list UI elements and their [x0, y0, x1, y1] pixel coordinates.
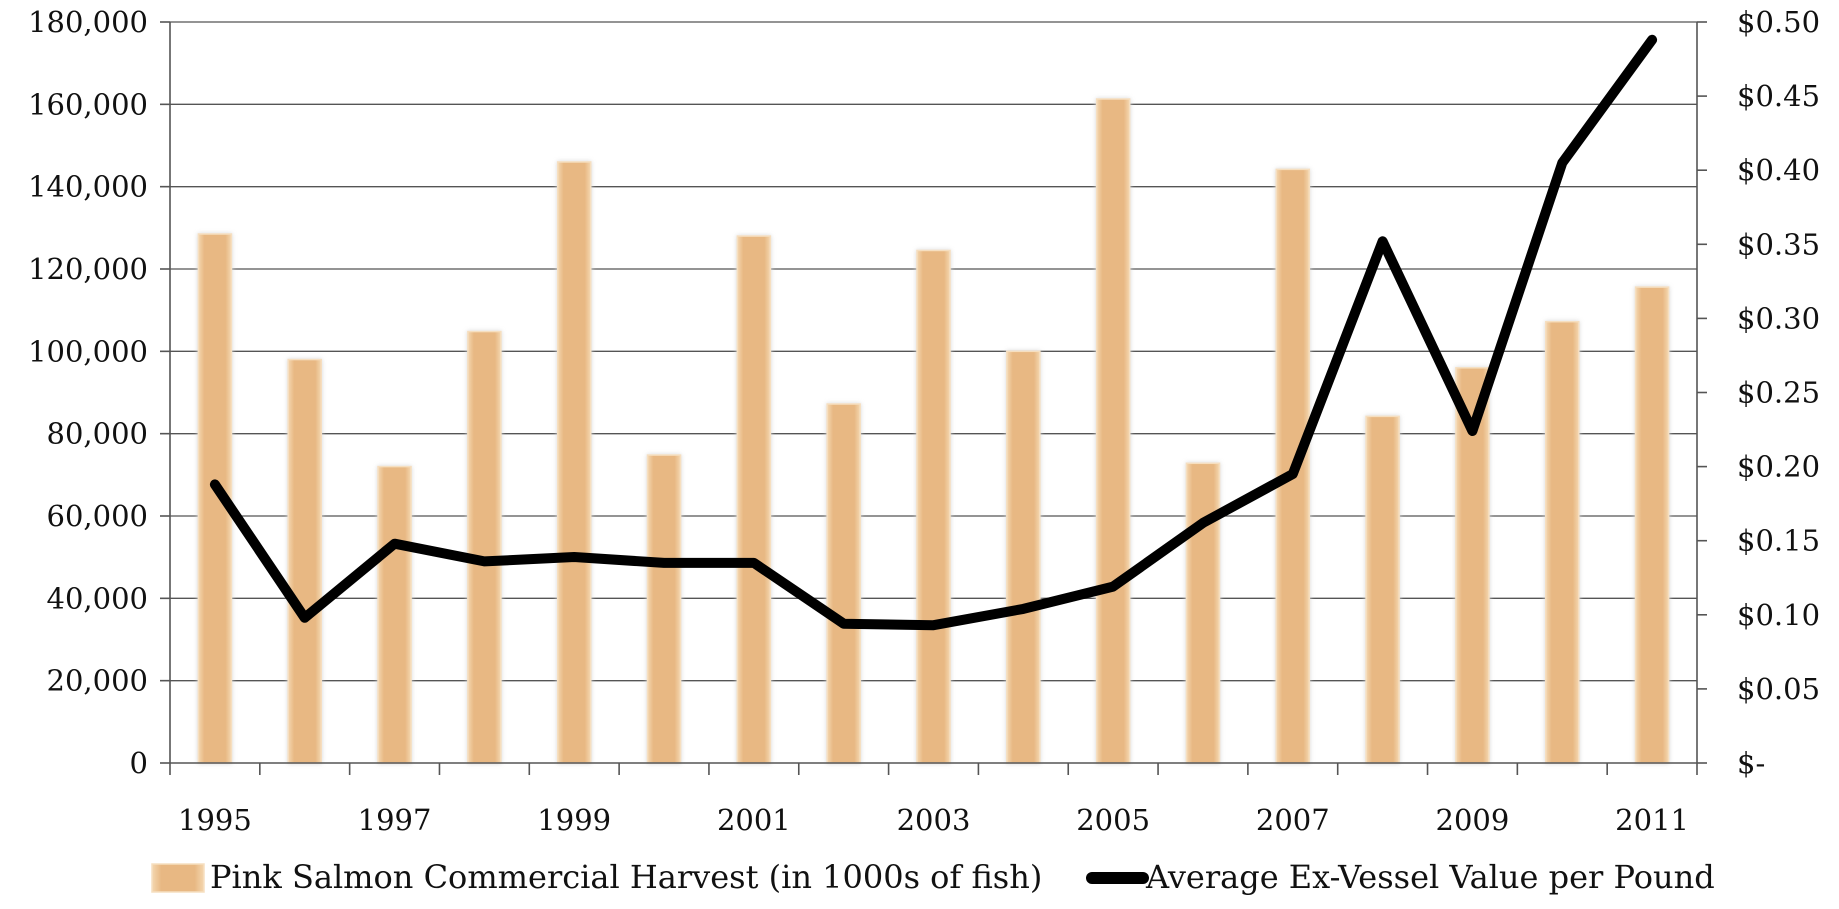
harvest-bar	[1006, 350, 1041, 764]
right-tick-label: $0.35	[1737, 227, 1820, 261]
left-tick-label: 140,000	[28, 170, 148, 204]
legend-bar-swatch	[151, 863, 205, 893]
harvest-bar	[287, 358, 322, 764]
left-tick-label: 160,000	[28, 87, 148, 121]
x-tick-label: 2005	[1076, 803, 1150, 837]
harvest-bar	[1634, 286, 1670, 764]
x-axis-tick-labels: 1995 1997 1999 2001 2003 2005 2007 2009 2011	[178, 803, 1689, 837]
left-tick-label: 40,000	[47, 581, 148, 615]
left-tick-label: 0	[130, 746, 148, 780]
harvest-bar	[1365, 415, 1400, 764]
harvest-bar	[916, 249, 951, 764]
right-axis-tick-labels: $- $0.05 $0.10 $0.15 $0.20 $0.25 $0.30 $0.35 $0.…	[1737, 5, 1820, 780]
x-tick-label: 1997	[358, 803, 432, 837]
left-tick-label: 80,000	[47, 417, 148, 451]
x-tick-label: 2001	[717, 803, 791, 837]
value-line	[209, 34, 1658, 631]
right-tick-label: $0.45	[1737, 79, 1820, 113]
x-tick-label: 2011	[1615, 803, 1689, 837]
right-tick-label: $0.05	[1737, 672, 1820, 706]
right-tick-label: $0.50	[1737, 5, 1820, 39]
right-tick-label: $0.40	[1737, 153, 1820, 187]
harvest-bars	[197, 98, 1670, 764]
ex-vessel-value-line	[209, 34, 1658, 631]
x-tick-label: 1995	[178, 803, 252, 837]
harvest-bar	[646, 454, 682, 764]
right-tick-label: $0.10	[1737, 598, 1820, 632]
x-tick-label: 2007	[1256, 803, 1330, 837]
right-tick-label: $0.30	[1737, 301, 1820, 335]
legend-label-value: Average Ex-Vessel Value per Pound	[1145, 858, 1715, 896]
right-tick-label: $0.25	[1737, 376, 1820, 410]
x-tick-label: 2003	[897, 803, 971, 837]
left-tick-label: 120,000	[28, 252, 148, 286]
left-tick-label: 100,000	[28, 334, 148, 368]
axes	[160, 21, 1707, 775]
right-tick-label: $0.20	[1737, 450, 1820, 484]
left-tick-label: 180,000	[28, 5, 148, 39]
harvest-bar	[1185, 462, 1221, 764]
harvest-bar	[826, 403, 861, 764]
left-tick-label: 20,000	[47, 664, 148, 698]
legend-label-harvest: Pink Salmon Commercial Harvest (in 1000s…	[210, 858, 1042, 896]
harvest-bar	[467, 330, 502, 764]
legend: Pink Salmon Commercial Harvest (in 1000s…	[151, 858, 1715, 896]
harvest-bar	[1095, 98, 1131, 764]
x-tick-label: 2009	[1436, 803, 1510, 837]
harvest-bar	[377, 465, 412, 764]
x-tick-label: 1999	[537, 803, 611, 837]
left-tick-label: 60,000	[47, 499, 148, 533]
right-tick-label: $-	[1737, 746, 1765, 780]
right-tick-label: $0.15	[1737, 524, 1820, 558]
left-axis-tick-labels: 0 20,000 40,000 60,000 80,000 100,000 120,000 1…	[28, 5, 148, 780]
harvest-bar	[556, 161, 592, 764]
harvest-bar	[736, 235, 772, 764]
harvest-bar	[1545, 320, 1580, 764]
